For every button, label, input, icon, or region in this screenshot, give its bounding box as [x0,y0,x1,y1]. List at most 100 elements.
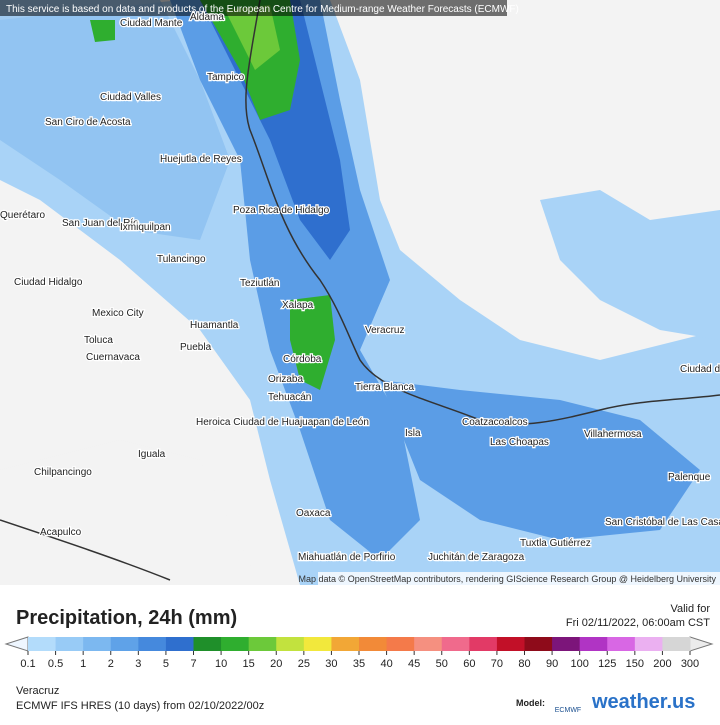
place-label: Cuernavaca [86,352,140,363]
colorbar-segment [276,637,305,651]
place-label: Las Choapas [490,437,549,448]
colorbar-segment [496,637,525,651]
colorbar-tick-label: 25 [298,658,310,670]
colorbar-tick-label: 7 [190,658,196,670]
colorbar-tick-label: 0.5 [48,658,63,670]
place-label: San Cristóbal de Las Casas [605,517,720,528]
colorbar: 0.1 0.5 1 2 3 5 7 10 15 20 25 30 35 40 45 50 60 70 80 90 100… [4,636,714,670]
colorbar-tick-label: 35 [353,658,365,670]
valid-label: Valid for [670,603,710,615]
colorbar-segment [386,637,415,651]
place-label: Teziutlán [240,278,279,289]
colorbar-segment [524,637,553,651]
colorbar-segment [359,637,388,651]
place-label: Ciudad Valles [100,92,161,103]
place-label: Querétaro [0,210,45,221]
place-label: Veracruz [365,325,404,336]
place-label: Tuxtla Gutiérrez [520,538,591,549]
place-label: Miahuatlán de Porfirio [298,552,396,563]
place-label: Tehuacán [268,392,311,403]
colorbar-segment [55,637,84,651]
place-label: San Juan del Río [62,218,139,229]
model-run: ECMWF IFS HRES (10 days) from 02/10/2022… [16,700,264,712]
place-label: Juchitán de Zaragoza [428,552,525,563]
attribution: Map data © OpenStreetMap contributors, r… [299,574,717,584]
model-name: ECMWF [555,707,581,714]
brand: weather.us [591,691,695,713]
place-label: Córdoba [283,354,322,365]
colorbar-segment [303,637,332,651]
colorbar-segment [221,637,250,651]
colorbar-tick-label: 45 [408,658,420,670]
place-label: Tulancingo [157,254,206,265]
colorbar-segment [579,637,608,651]
place-label: Tampico [207,72,245,83]
colorbar-segment [193,637,222,651]
place-label: Xalapa [282,300,314,311]
place-label: San Ciro de Acosta [45,117,131,128]
colorbar-tick-label: 70 [491,658,503,670]
colorbar-tick-label: 2 [108,658,114,670]
colorbar-tick-label: 20 [270,658,282,670]
colorbar-segment [165,637,194,651]
colorbar-segment [552,637,581,651]
colorbar-segment [28,637,57,651]
map: This service is based on data and produc… [0,0,720,585]
colorbar-tick-label: 200 [653,658,671,670]
colorbar-segment [469,637,498,651]
legend-title: Precipitation, 24h (mm) [16,607,237,629]
place-label: Acapulco [40,527,82,538]
model-label: Model: [516,698,545,708]
place-label: Ciudad del Carmen [680,364,720,375]
colorbar-tick-label: 125 [598,658,616,670]
place-label: Aldama [190,12,224,23]
place-label: Huejutla de Reyes [160,154,242,165]
colorbar-segment [138,637,167,651]
colorbar-tick-label: 1 [80,658,86,670]
colorbar-segment [662,637,691,651]
colorbar-segment [248,637,277,651]
place-label: Coatzacoalcos [462,417,528,428]
colorbar-tick-label: 3 [135,658,141,670]
place-label: Palenque [668,472,711,483]
colorbar-segment [110,637,139,651]
colorbar-tick-label: 10 [215,658,227,670]
colorbar-segment [634,637,663,651]
place-label: Puebla [180,342,212,353]
place-label: Isla [405,428,421,439]
place-label: Ixmiquilpan [120,222,171,233]
colorbar-tick-label: 80 [518,658,530,670]
place-label: Villahermosa [584,429,642,440]
colorbar-tick-label: 40 [380,658,392,670]
place-label: Ciudad Mante [120,18,183,29]
notice: This service is based on data and produc… [6,4,519,15]
colorbar-tick-label: 0.1 [20,658,35,670]
place-label: Tierra Blanca [355,382,415,393]
colorbar-tick-label: 150 [626,658,644,670]
place-label: Ciudad Hidalgo [14,277,83,288]
place-label: Toluca [84,335,113,346]
colorbar-segment [83,637,112,651]
colorbar-tick-label: 90 [546,658,558,670]
place-label: Mexico City [92,308,144,319]
colorbar-tick-label: 30 [325,658,337,670]
place-label: Orizaba [268,374,303,385]
legend-panel [0,585,720,720]
place-label: Huamantla [190,320,239,331]
colorbar-segment [607,637,636,651]
place-label: Chilpancingo [34,467,92,478]
colorbar-tick-label: 15 [243,658,255,670]
place-label: Heroica Ciudad de Huajuapan de León [196,417,369,428]
colorbar-tick-label: 60 [463,658,475,670]
place-label: Poza Rica de Hidalgo [233,205,330,216]
valid-time: Fri 02/11/2022, 06:00am CST [566,617,710,629]
place-label: Oaxaca [296,508,331,519]
region: Veracruz [16,685,59,697]
colorbar-tick-label: 100 [570,658,588,670]
colorbar-tick-label: 5 [163,658,169,670]
place-label: Iguala [138,449,166,460]
colorbar-segment [331,637,360,651]
colorbar-segment [414,637,443,651]
colorbar-tick-label: 50 [436,658,448,670]
